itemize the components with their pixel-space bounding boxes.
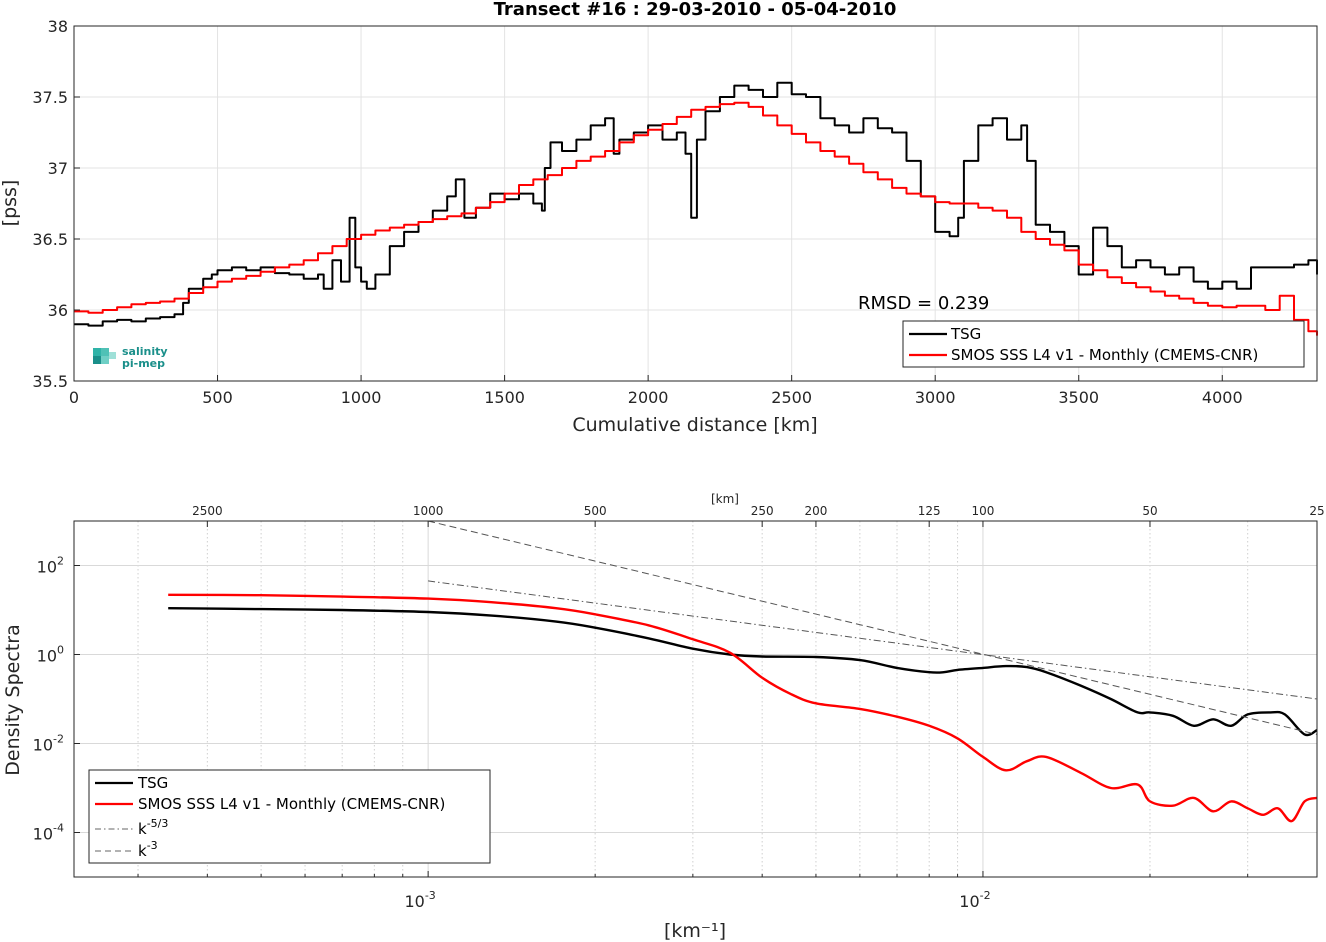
bottom-top-tick-label: 50	[1142, 504, 1157, 518]
bottom-x-tick-label: 10-2	[959, 889, 990, 911]
top-x-tick-label: 500	[202, 388, 233, 407]
bottom-top-tick-label: 1000	[413, 504, 444, 518]
bottom-xlabel: [km⁻¹]	[664, 920, 726, 942]
bottom-y-tick-label: 102	[37, 555, 64, 577]
logo-mark	[101, 356, 109, 364]
bottom-y-tick-label: 100	[37, 644, 64, 666]
bottom-legend: TSG SMOS SSS L4 v1 - Monthly (CMEMS-CNR)…	[88, 769, 491, 864]
top-series-tsg-line	[74, 81, 1318, 327]
top-y-tick-label: 36	[48, 301, 68, 320]
top-ticks: 0 500 1000 1500 2000 2500 3000 3500 4000 35.5 36 36…	[32, 17, 1242, 407]
bottom-x-tick-label: 10-3	[404, 889, 435, 911]
top-y-tick-label: 38	[48, 17, 68, 36]
top-series	[74, 81, 1318, 336]
top-y-tick-label: 37.5	[32, 88, 68, 107]
bottom-top-tick-label: 200	[804, 504, 827, 518]
top-xlabel: Cumulative distance [km]	[572, 414, 817, 436]
bottom-series-k53-line	[428, 580, 1317, 700]
top-x-tick-label: 0	[69, 388, 79, 407]
top-legend-label-tsg: TSG	[950, 325, 981, 343]
top-x-tick-label: 4000	[1202, 388, 1243, 407]
bottom-axes-box	[73, 520, 1318, 878]
top-x-tick-label: 2000	[628, 388, 669, 407]
bottom-legend-box	[88, 769, 491, 864]
bottom-legend-label-k3: k-3	[138, 839, 158, 860]
bottom-legend-label-k53: k-5/3	[138, 817, 168, 838]
top-legend: TSG SMOS SSS L4 v1 - Monthly (CMEMS-CNR)	[902, 320, 1305, 368]
bottom-top-tick-label: 2500	[192, 504, 223, 518]
top-x-tick-label: 1000	[341, 388, 382, 407]
bottom-ticks: 102 100 10-2 10-4 10-3 10-2 2500 1000 500 250 200 1…	[33, 504, 1325, 911]
bottom-top-axis-label: [km]	[711, 492, 739, 506]
top-y-tick-label: 36.5	[32, 230, 68, 249]
salinity-pi-mep-logo: salinity pi-mep	[93, 345, 168, 370]
top-y-tick-label: 37	[48, 159, 68, 178]
top-x-tick-label: 3000	[915, 388, 956, 407]
logo-mark	[109, 352, 116, 359]
bottom-top-tick-label: 125	[918, 504, 941, 518]
bottom-series-smos-line	[168, 593, 1317, 823]
bottom-ylabel: Density Spectra	[2, 624, 24, 775]
top-legend-box	[902, 320, 1305, 368]
bottom-top-tick-label: 500	[584, 504, 607, 518]
bottom-series	[168, 521, 1317, 823]
top-ylabel: [pss]	[0, 180, 21, 227]
bottom-top-tick-label: 250	[751, 504, 774, 518]
logo-text-line1: salinity	[122, 345, 168, 358]
logo-mark	[101, 348, 109, 356]
bottom-y-tick-label: 10-4	[33, 822, 64, 844]
bottom-series-tsg-line	[168, 607, 1317, 737]
logo-mark	[93, 356, 101, 364]
bottom-top-tick-label: 25	[1309, 504, 1324, 518]
logo-text-line2: pi-mep	[122, 357, 165, 370]
rmsd-annotation: RMSD = 0.239	[858, 293, 989, 314]
top-x-tick-label: 1500	[484, 388, 525, 407]
bottom-series-k3-line	[427, 521, 1317, 735]
top-series-smos-line	[74, 101, 1318, 336]
bottom-y-tick-label: 10-2	[33, 733, 64, 755]
bottom-legend-label-smos: SMOS SSS L4 v1 - Monthly (CMEMS-CNR)	[138, 795, 445, 813]
top-legend-label-smos: SMOS SSS L4 v1 - Monthly (CMEMS-CNR)	[951, 346, 1258, 364]
logo-mark	[93, 348, 101, 356]
top-axes-box	[73, 25, 1318, 382]
bottom-top-tick-label: 100	[972, 504, 995, 518]
bottom-legend-label-tsg: TSG	[137, 774, 168, 792]
top-x-tick-label: 3500	[1058, 388, 1099, 407]
top-x-tick-label: 2500	[771, 388, 812, 407]
top-y-tick-label: 35.5	[32, 372, 68, 391]
top-chart-title: Transect #16 : 29-03-2010 - 05-04-2010	[494, 0, 897, 20]
